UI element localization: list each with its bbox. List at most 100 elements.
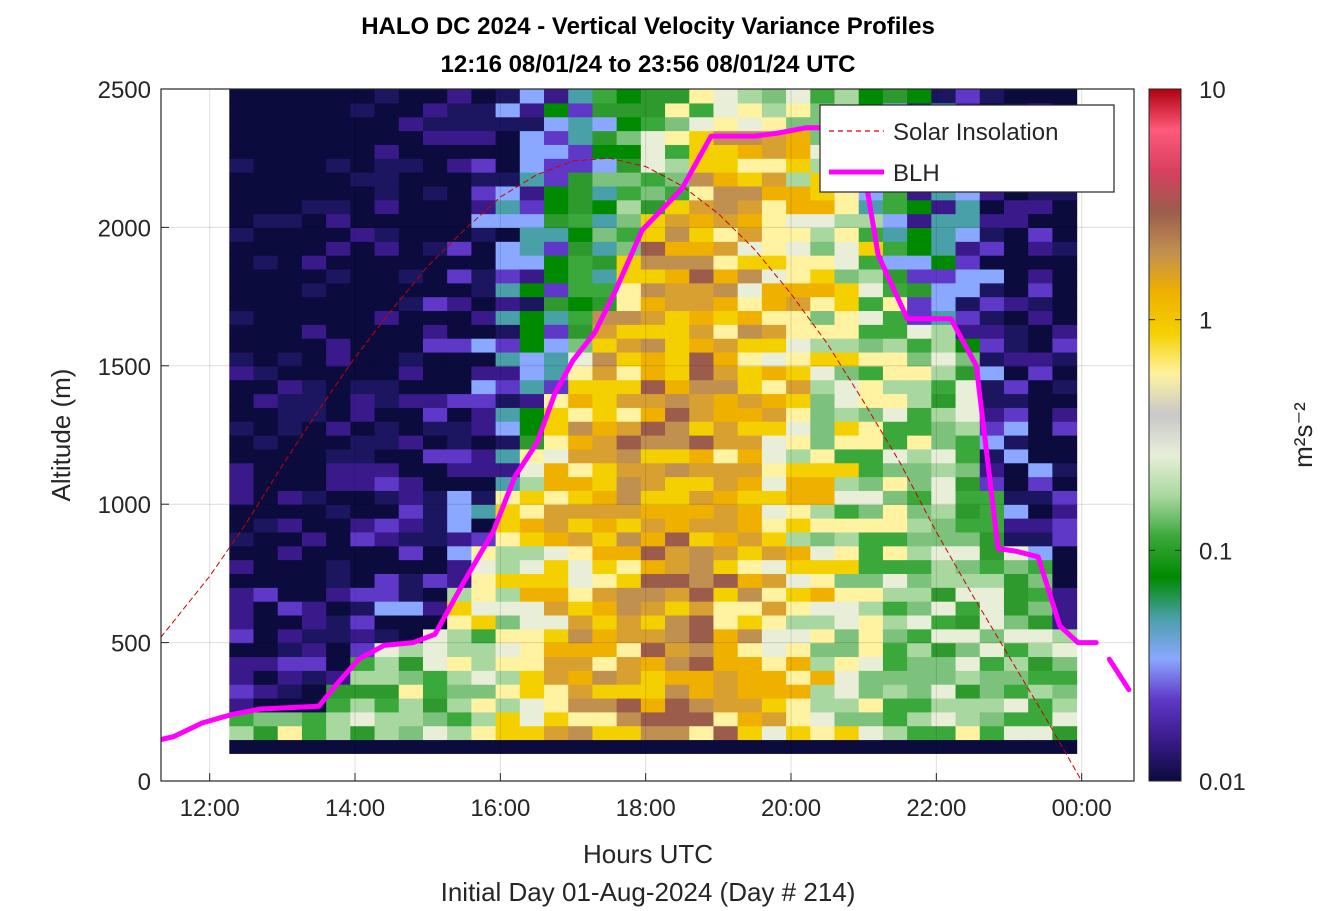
heatmap-cell bbox=[544, 614, 569, 630]
heatmap-cell bbox=[592, 697, 618, 713]
heatmap-cell bbox=[931, 268, 957, 284]
heatmap-cell bbox=[931, 587, 957, 602]
heatmap-cell bbox=[737, 656, 763, 671]
heatmap-cell bbox=[592, 89, 618, 104]
heatmap-cell bbox=[616, 89, 642, 104]
heatmap-cell bbox=[955, 559, 981, 574]
heatmap-cell bbox=[1028, 628, 1053, 644]
heatmap-cell bbox=[471, 213, 497, 228]
heatmap-cell bbox=[447, 628, 472, 644]
heatmap-cell bbox=[447, 130, 472, 145]
heatmap-cell bbox=[737, 614, 763, 630]
heatmap-cell bbox=[931, 739, 957, 754]
heatmap-cell bbox=[1052, 213, 1078, 228]
heatmap-cell bbox=[229, 531, 255, 547]
heatmap-cell bbox=[640, 642, 666, 658]
heatmap-cell bbox=[640, 684, 666, 699]
heatmap-cell bbox=[640, 255, 666, 270]
heatmap-cell bbox=[350, 476, 376, 491]
heatmap-cell bbox=[519, 324, 545, 339]
heatmap-cell bbox=[931, 379, 957, 395]
heatmap-cell bbox=[665, 296, 690, 312]
chart-title: HALO DC 2024 - Vertical Velocity Varianc… bbox=[361, 13, 935, 40]
heatmap-cell bbox=[1028, 324, 1053, 339]
heatmap-cell bbox=[447, 642, 472, 658]
heatmap-cell bbox=[1003, 324, 1029, 339]
heatmap-cell bbox=[592, 504, 618, 519]
heatmap-cell bbox=[761, 670, 787, 685]
heatmap-cell bbox=[277, 435, 303, 450]
heatmap-cell bbox=[253, 255, 279, 270]
heatmap-cell bbox=[301, 172, 327, 187]
heatmap-cell bbox=[737, 476, 763, 491]
heatmap-cell bbox=[640, 435, 666, 450]
heatmap-cell bbox=[471, 102, 497, 118]
heatmap-cell bbox=[858, 379, 884, 395]
heatmap-cell bbox=[495, 158, 521, 173]
heatmap-cell bbox=[713, 185, 739, 201]
heatmap-cell bbox=[277, 421, 303, 436]
series-lines bbox=[161, 122, 1132, 781]
heatmap-cell bbox=[689, 241, 715, 256]
heatmap-cell bbox=[931, 324, 957, 339]
heatmap-cell bbox=[592, 282, 618, 298]
heatmap-cell bbox=[640, 393, 666, 408]
heatmap-cell bbox=[882, 365, 908, 381]
heatmap-cell bbox=[713, 601, 739, 616]
heatmap-cell bbox=[350, 545, 376, 561]
heatmap-cell bbox=[810, 462, 836, 478]
heatmap-cell bbox=[471, 628, 497, 644]
heatmap-cell bbox=[229, 601, 255, 616]
heatmap-cell bbox=[737, 545, 763, 561]
heatmap-cell bbox=[544, 310, 569, 325]
heatmap-cell bbox=[616, 697, 642, 713]
heatmap-cell bbox=[447, 296, 472, 312]
heatmap-cell bbox=[568, 421, 594, 436]
heatmap-cell bbox=[713, 407, 739, 422]
heatmap-cell bbox=[277, 379, 303, 395]
heatmap-cell bbox=[907, 739, 932, 754]
heatmap-cell bbox=[301, 227, 327, 242]
heatmap-cell bbox=[301, 559, 327, 574]
heatmap-cell bbox=[544, 725, 569, 741]
heatmap-cell bbox=[665, 351, 690, 367]
heatmap-cell bbox=[519, 172, 545, 187]
heatmap-cell bbox=[882, 684, 908, 699]
heatmap-cell bbox=[592, 379, 618, 395]
heatmap-cell bbox=[301, 448, 327, 464]
heatmap-cell bbox=[834, 504, 860, 519]
heatmap-cell bbox=[955, 462, 981, 478]
heatmap-cell bbox=[398, 351, 424, 367]
heatmap-cell bbox=[713, 614, 739, 630]
heatmap-cell bbox=[834, 255, 860, 270]
heatmap-cell bbox=[519, 296, 545, 312]
heatmap-cell bbox=[907, 213, 932, 228]
heatmap-cell bbox=[519, 144, 545, 159]
heatmap-cell bbox=[519, 739, 545, 754]
heatmap-cell bbox=[398, 116, 424, 132]
heatmap-cell bbox=[374, 185, 400, 201]
heatmap-cell bbox=[640, 504, 666, 519]
heatmap-cell bbox=[471, 282, 497, 298]
heatmap-cell bbox=[713, 670, 739, 685]
heatmap-cell bbox=[786, 158, 811, 173]
heatmap-cell bbox=[422, 407, 448, 422]
heatmap-cell bbox=[374, 158, 400, 173]
heatmap-cell bbox=[519, 158, 545, 173]
heatmap-cell bbox=[447, 241, 472, 256]
heatmap-cell bbox=[882, 642, 908, 658]
heatmap-cell bbox=[447, 684, 472, 699]
colorbar-label: m²s⁻² bbox=[1288, 402, 1318, 468]
heatmap-cell bbox=[398, 379, 424, 395]
heatmap-cell bbox=[277, 282, 303, 298]
heatmap-cell bbox=[568, 144, 594, 159]
heatmap-cell bbox=[689, 296, 715, 312]
heatmap-cell bbox=[301, 587, 327, 602]
heatmap-cell bbox=[1028, 338, 1053, 353]
heatmap-cell bbox=[422, 310, 448, 325]
y-tick-label: 2000 bbox=[98, 215, 151, 242]
heatmap-cell bbox=[640, 587, 666, 602]
heatmap-cell bbox=[1052, 642, 1078, 658]
heatmap-cell bbox=[786, 351, 811, 367]
heatmap-cell bbox=[616, 199, 642, 215]
